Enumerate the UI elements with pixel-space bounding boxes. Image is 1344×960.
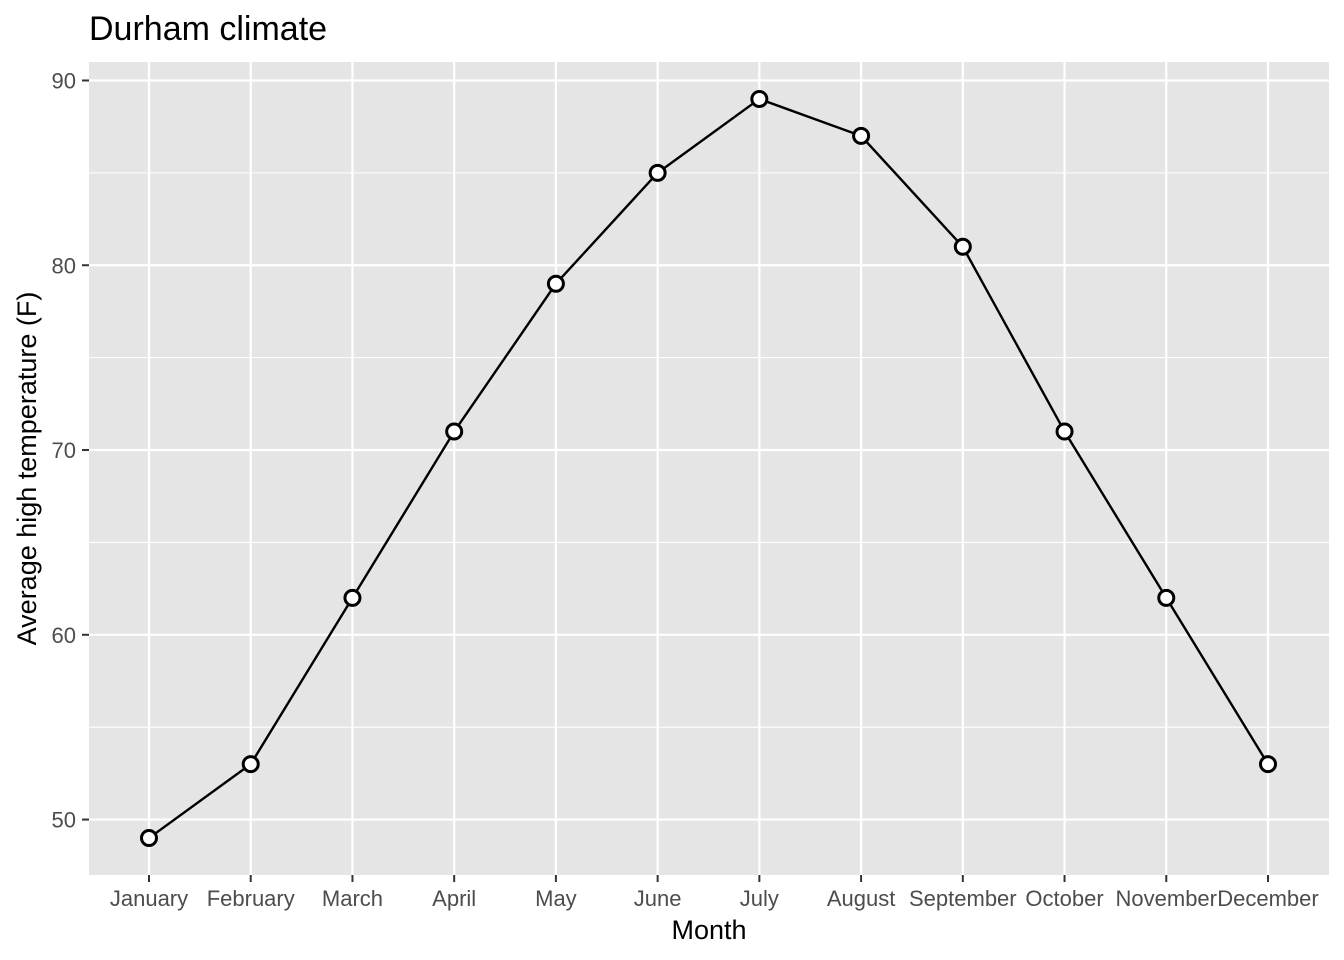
- x-tick-label: August: [827, 886, 896, 911]
- y-tick-labels: 50 60 70 80 90: [52, 68, 76, 832]
- y-tick-label: 60: [52, 623, 76, 648]
- data-point: [546, 274, 565, 293]
- y-axis-title: Average high temperature (F): [12, 292, 42, 646]
- data-point: [1157, 588, 1176, 607]
- y-tick-label: 80: [52, 253, 76, 278]
- chart-title: Durham climate: [89, 10, 327, 48]
- data-point: [343, 588, 362, 607]
- data-point: [750, 89, 769, 108]
- x-tick-label: September: [909, 886, 1017, 911]
- minor-gridlines: [89, 172, 1329, 728]
- x-tick-label: January: [110, 886, 188, 911]
- data-point: [953, 237, 972, 256]
- data-point: [648, 163, 667, 182]
- series-line: [148, 97, 1270, 840]
- x-tick-label: October: [1025, 886, 1103, 911]
- x-tick-label: July: [740, 886, 779, 911]
- x-tick-label: April: [432, 886, 476, 911]
- y-tick-label: 70: [52, 438, 76, 463]
- data-point: [140, 829, 158, 848]
- data-point: [1259, 755, 1277, 774]
- x-axis-title: Month: [671, 915, 746, 945]
- plot-panel: [89, 62, 1329, 875]
- x-tick-label: December: [1217, 886, 1318, 911]
- x-tick-label: November: [1116, 886, 1217, 911]
- x-tick-label: February: [207, 886, 295, 911]
- data-point: [1055, 422, 1074, 441]
- data-points: [140, 89, 1277, 848]
- y-tick-label: 90: [52, 68, 76, 93]
- data-point: [852, 126, 871, 145]
- axis-ticks: [82, 79, 1269, 882]
- data-point: [445, 422, 464, 441]
- data-point: [241, 755, 260, 774]
- x-tick-label: June: [634, 886, 682, 911]
- major-gridlines: [89, 62, 1329, 875]
- x-tick-label: May: [535, 886, 577, 911]
- x-tick-label: March: [322, 886, 383, 911]
- y-tick-label: 50: [52, 808, 76, 833]
- x-tick-labels: January February March April May June July Augu…: [110, 886, 1319, 911]
